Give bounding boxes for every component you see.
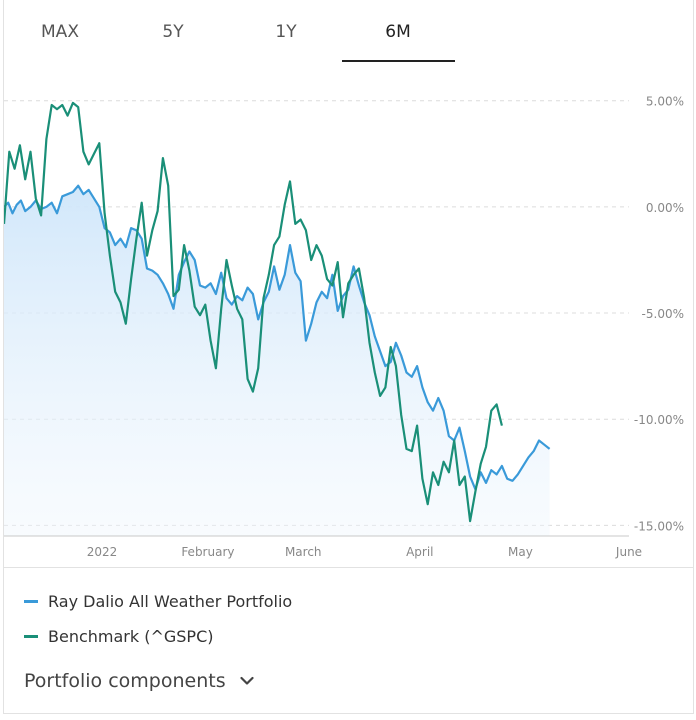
y-tick-label: -15.00% [634,519,684,533]
performance-card: MAX 5Y 1Y 6M 5.00% 0.00% -5.00% -10.00% -15.… [3,0,694,714]
x-tick-label: June [615,545,642,559]
x-tick-label: April [406,545,433,559]
legend-benchmark[interactable]: Benchmark (^GSPC) [24,625,213,649]
tab-5y[interactable]: 5Y [162,22,184,42]
x-tick-label: February [181,545,234,559]
portfolio-line [4,184,551,491]
chevron-down-icon [240,667,254,693]
tab-1y[interactable]: 1Y [275,22,297,42]
tab-max[interactable]: MAX [41,22,79,42]
y-tick-label: 5.00% [646,95,684,109]
y-tick-label: -5.00% [642,307,684,321]
portfolio-components-toggle[interactable]: Portfolio components [24,668,254,694]
y-tick-label: 0.00% [646,201,684,215]
benchmark-swatch [24,635,38,638]
x-tick-label: March [285,545,322,559]
tab-6m[interactable]: 6M [385,22,411,42]
x-tick-label: May [508,545,533,559]
range-tabs: MAX 5Y 1Y 6M [4,0,693,64]
legend-benchmark-label: Benchmark (^GSPC) [48,627,214,646]
x-tick-label: 2022 [87,545,118,559]
benchmark-line [4,101,503,523]
active-tab-underline [342,60,455,62]
legend-portfolio[interactable]: Ray Dalio All Weather Portfolio [24,590,292,614]
portfolio-area [4,185,550,536]
y-tick-label: -10.00% [634,413,684,427]
performance-chart: 5.00% 0.00% -5.00% -10.00% -15.00% 2022 Februa… [4,95,684,559]
portfolio-components-label: Portfolio components [24,670,226,692]
legend-portfolio-label: Ray Dalio All Weather Portfolio [48,592,293,611]
portfolio-swatch [24,600,38,603]
legend-divider [4,567,693,568]
